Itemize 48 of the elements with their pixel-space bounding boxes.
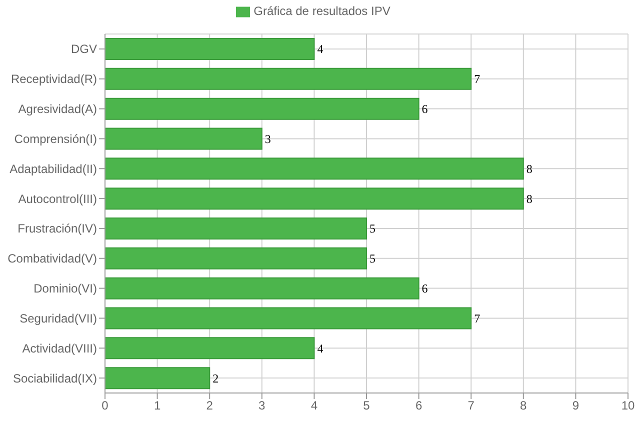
y-tick-label: Seguridad(VII) [20, 311, 97, 326]
data-label: 4 [317, 341, 324, 356]
bar [105, 98, 420, 120]
y-tick-label: Dominio(VI) [34, 282, 97, 296]
bar [105, 128, 262, 150]
y-tick-label: Sociabilidad(IX) [12, 371, 97, 386]
x-tick-label: 7 [468, 398, 475, 413]
data-label: 3 [264, 132, 271, 146]
y-tick-label: Combatividad(V) [8, 252, 97, 266]
data-label: 8 [526, 162, 532, 176]
x-tick-label: 5 [363, 398, 370, 413]
bar [105, 367, 210, 390]
y-tick-label: Frustración(IV) [18, 222, 97, 236]
data-label: 7 [474, 311, 480, 326]
x-tick-label: 4 [310, 398, 318, 413]
y-tick-label: Actividad(VIII) [22, 341, 97, 356]
bar [105, 307, 472, 330]
bar [105, 277, 420, 300]
x-tick-label: 8 [520, 398, 528, 413]
x-tick-label: 2 [206, 398, 214, 413]
y-tick-label: Receptividad(R) [10, 72, 97, 86]
bar [105, 217, 367, 240]
data-label: 6 [422, 102, 428, 116]
x-tick-label: 0 [102, 398, 109, 413]
bar [105, 68, 472, 90]
data-label: 7 [474, 72, 480, 86]
data-label: 8 [526, 192, 532, 206]
y-tick-label: Autocontrol(III) [18, 192, 97, 206]
y-tick-label: Adaptabilidad(II) [10, 162, 97, 176]
data-label: 4 [317, 42, 324, 56]
x-tick-label: 9 [572, 398, 580, 413]
bar [105, 247, 367, 270]
x-tick-label: 1 [154, 398, 161, 413]
data-label: 5 [370, 252, 376, 266]
bar [105, 188, 524, 210]
y-tick-label: Comprensión(I) [14, 132, 97, 146]
bar [105, 337, 315, 360]
data-label: 6 [422, 282, 428, 296]
data-label: 5 [370, 222, 376, 236]
x-tick-label: 6 [415, 398, 422, 413]
bar [105, 158, 524, 180]
y-tick-label: Agresividad(A) [18, 102, 97, 116]
y-tick-label: DGV [70, 42, 97, 56]
data-label: 2 [212, 371, 219, 386]
x-tick-label: 3 [258, 398, 266, 413]
x-tick-label: 10 [621, 398, 635, 413]
bar [105, 38, 315, 60]
legend-label: Gráfica de resultados IPV [254, 4, 390, 18]
